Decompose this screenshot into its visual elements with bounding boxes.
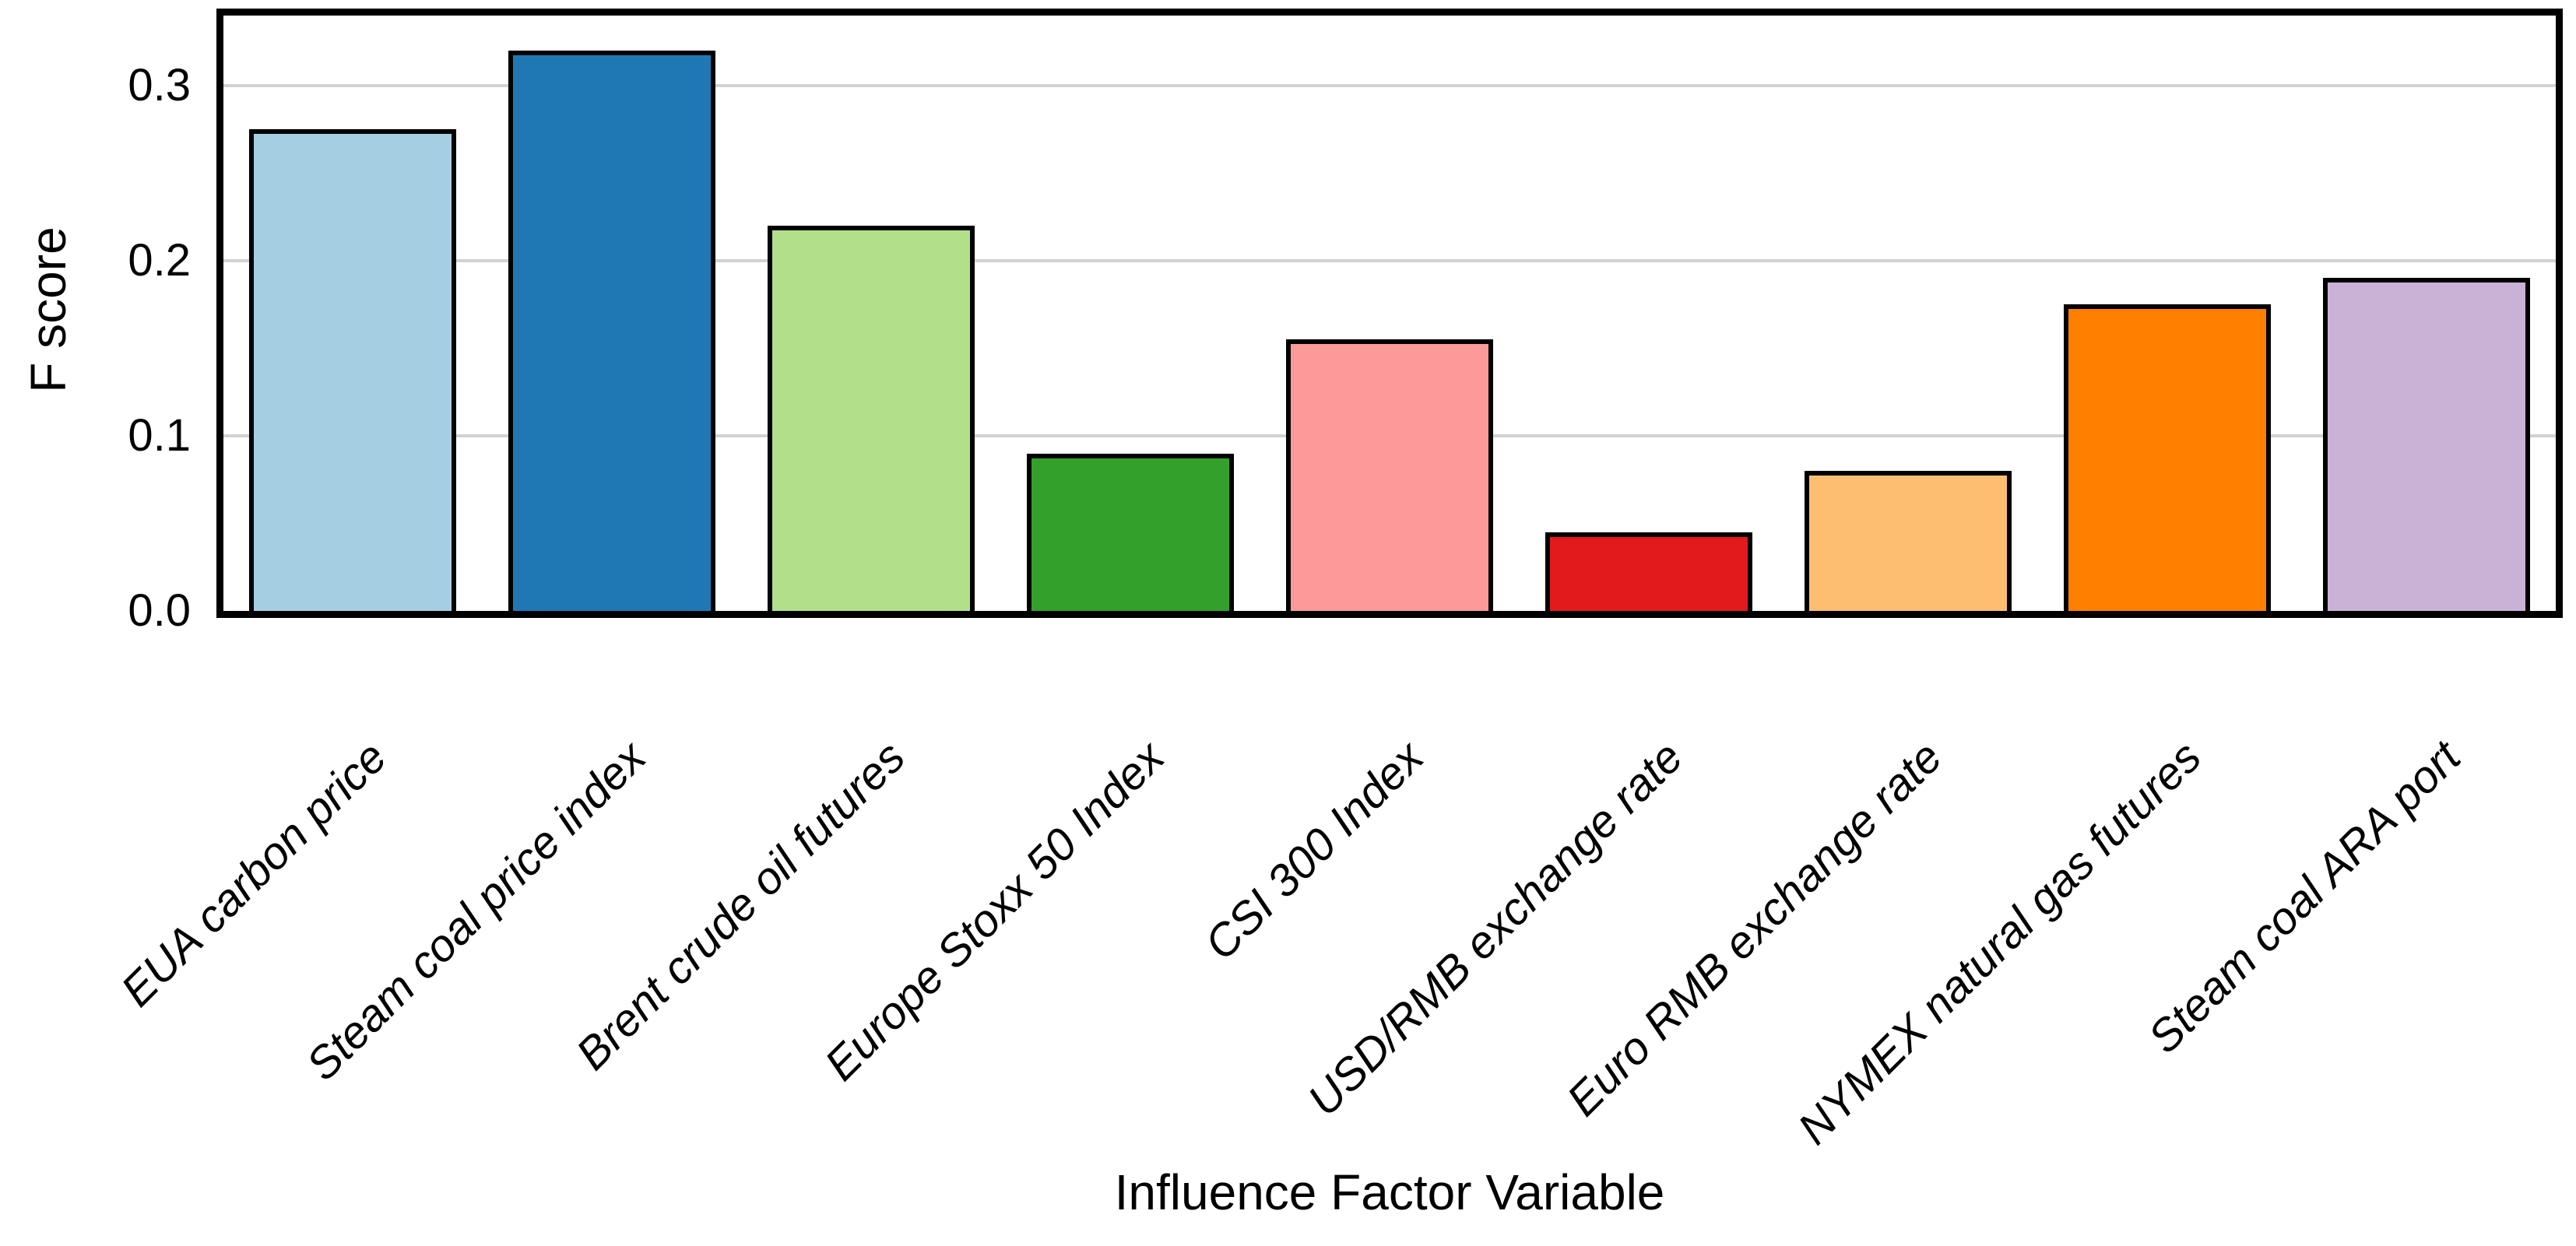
- x-tick-label: EUA carbon price: [111, 732, 396, 1016]
- y-tick-label: 0.1: [128, 410, 191, 461]
- x-tick-label: CSI 300 Index: [1195, 732, 1433, 970]
- bar: [249, 129, 456, 611]
- bar: [1027, 454, 1234, 611]
- gridline: [223, 259, 2556, 262]
- bar: [2064, 304, 2271, 611]
- bar: [768, 226, 975, 611]
- y-tick-label: 0.0: [128, 585, 191, 636]
- gridline: [223, 84, 2556, 87]
- x-axis-title: Influence Factor Variable: [1114, 1164, 1665, 1220]
- bar: [2323, 278, 2530, 611]
- y-tick-label: 0.3: [128, 60, 191, 111]
- bar: [1545, 532, 1752, 611]
- bar: [508, 51, 715, 611]
- y-tick-label: 0.2: [128, 235, 191, 286]
- y-axis-title: F score: [20, 226, 76, 393]
- plot-area: [216, 9, 2563, 618]
- bar: [1286, 339, 1493, 611]
- bar: [1805, 471, 2012, 611]
